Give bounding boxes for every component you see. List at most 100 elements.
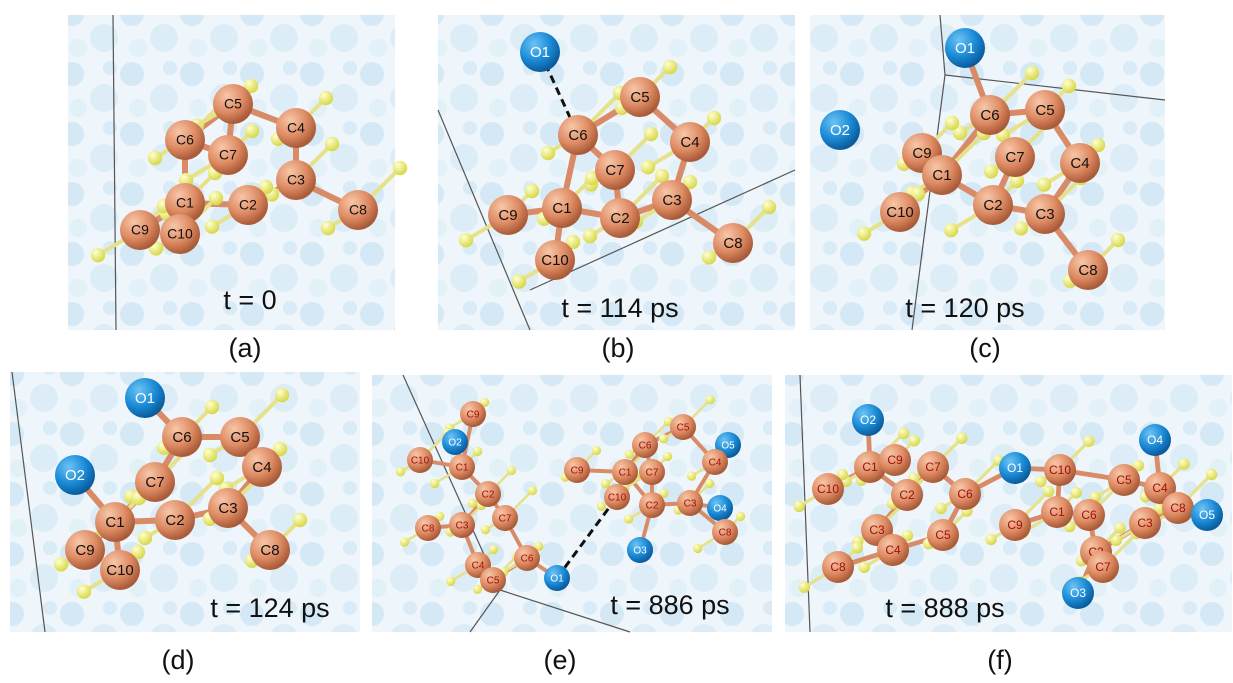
atom-label: C10 [1049,463,1071,477]
hydrogen [541,146,555,160]
hydrogen [473,447,482,456]
hydrogen [624,514,633,523]
hydrogen [209,191,223,205]
hydrogen [799,581,811,593]
atom-label: C6 [176,132,194,148]
hydrogen [245,124,259,138]
time-label: t = 114 ps [561,293,678,323]
hydrogen [984,164,998,178]
hydrogen [762,200,776,214]
hydrogen [481,525,490,534]
atom-label: C3 [869,523,885,537]
hydrogen [393,161,407,175]
hydrogen [396,467,405,476]
atom-label: C6 [639,441,652,452]
hydrogen [54,557,68,571]
atom-label: C2 [165,512,184,529]
time-label: t = 120 ps [905,293,1024,323]
hydrogen [705,479,714,488]
atom-label: C2 [239,197,257,213]
hydrogen [205,400,219,414]
atom-label: O5 [1199,508,1215,522]
panels: C5C4C6C7C3C2C1C8C9C10t = 0(a) O1 C5 C6 C4 C7 C… [10,15,1232,675]
atom-label: C4 [709,458,722,469]
atom-label: C7 [605,162,624,179]
atom-label: C9 [75,542,94,559]
atom-label: C5 [1035,102,1054,119]
time-label: t = 0 [223,285,276,315]
hydrogen [321,221,335,235]
atom-label: C10 [541,252,569,269]
atom-label: O3 [1070,586,1086,600]
atom-label: C5 [487,576,500,587]
hydrogen [1114,522,1126,534]
hydrogen [293,513,307,527]
atom-label: C8 [723,235,742,252]
atom-label: C3 [456,521,469,532]
atom-label: C8 [422,524,435,535]
hydrogen [858,562,870,574]
atom-label: O2 [448,438,462,449]
atom-label: C9 [1007,518,1023,532]
atom-label: O1 [530,44,550,61]
atom-label: C1 [619,468,632,479]
atom-label: C4 [1152,481,1168,495]
atom-label: O2 [860,413,876,427]
atom-label: C4 [680,134,699,151]
atom-label: C1 [862,460,878,474]
atom-label: C7 [1005,149,1024,166]
hydrogen [1178,458,1190,470]
time-label: t = 124 ps [210,593,329,623]
hydrogen [400,537,409,546]
hydrogen [625,450,634,459]
hydrogen [793,501,805,513]
atom-label: C8 [1170,501,1186,515]
hydrogen [944,223,958,237]
hydrogen [468,499,477,508]
hydrogen [1043,486,1055,498]
atom-label: C9 [467,410,480,421]
atom-label: C10 [886,204,914,221]
hydrogen [736,512,745,521]
atom-label: O2 [830,122,850,139]
hydrogen [1111,233,1125,247]
atom-label: C10 [817,482,839,496]
hydrogen [908,435,920,447]
atom-label: C3 [218,500,237,517]
atom-label: C10 [106,562,134,579]
atom-label: C3 [1035,206,1054,223]
panel: O2O4C1C9C7C10C2C6O1C10C5C4C8O5C3C4C5C9C1… [785,375,1232,675]
atom-label: C8 [260,542,279,559]
hydrogen [706,395,715,404]
atom-label: C9 [498,207,517,224]
hydrogen [687,471,696,480]
panel-caption: (f) [987,645,1012,675]
atom-label: C1 [932,167,951,184]
atom-label: C3 [662,192,681,209]
atom-label: C6 [957,487,973,501]
hydrogen [203,448,217,462]
atom-label: C6 [521,554,534,565]
atom-label: C2 [983,197,1002,214]
hydrogen [597,502,606,511]
atom-label: C3 [1137,516,1153,530]
hydrogen [644,127,658,141]
atom-label: C4 [472,561,485,572]
panel-caption: (b) [602,333,635,363]
atom-label: C7 [499,514,512,525]
hydrogen [275,388,289,402]
atom-label: C2 [899,488,915,502]
atom-label: O2 [65,467,85,484]
hydrogen [663,60,677,74]
atom-label: C5 [230,429,249,446]
atom-label: O1 [955,40,975,57]
atom-label: C9 [887,453,903,467]
atom-label: C6 [980,107,999,124]
atom-label: C5 [677,423,690,434]
hydrogen [702,250,716,264]
atom-label: C1 [552,200,571,217]
hydrogen [1070,487,1082,499]
